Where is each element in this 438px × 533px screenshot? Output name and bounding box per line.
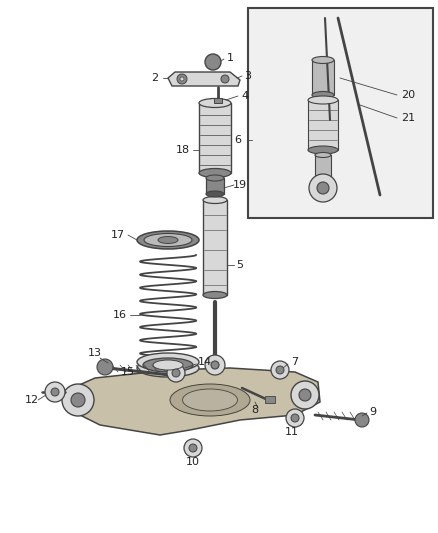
Circle shape — [71, 393, 85, 407]
Bar — [308, 100, 338, 150]
Circle shape — [184, 439, 202, 457]
Ellipse shape — [143, 358, 193, 372]
Circle shape — [205, 54, 221, 70]
Ellipse shape — [203, 197, 227, 204]
Text: 9: 9 — [369, 407, 377, 417]
Text: 10: 10 — [186, 457, 200, 467]
Circle shape — [180, 77, 184, 81]
Text: 2: 2 — [152, 73, 159, 83]
Text: 15: 15 — [121, 367, 135, 377]
Bar — [203, 200, 227, 295]
Text: 11: 11 — [285, 427, 299, 437]
Circle shape — [45, 382, 65, 402]
Text: 7: 7 — [291, 357, 299, 367]
Text: 3: 3 — [244, 71, 251, 81]
Polygon shape — [68, 368, 320, 435]
Text: 17: 17 — [111, 230, 125, 240]
Ellipse shape — [137, 353, 199, 371]
Ellipse shape — [315, 152, 331, 157]
Circle shape — [276, 366, 284, 374]
Circle shape — [62, 384, 94, 416]
Circle shape — [317, 182, 329, 194]
Circle shape — [221, 75, 229, 83]
Circle shape — [291, 414, 299, 422]
Text: 16: 16 — [113, 310, 127, 320]
Circle shape — [286, 409, 304, 427]
Circle shape — [205, 355, 225, 375]
Text: 18: 18 — [176, 145, 190, 155]
Ellipse shape — [153, 360, 183, 370]
Circle shape — [355, 413, 369, 427]
Text: 1: 1 — [226, 53, 233, 63]
Ellipse shape — [206, 175, 224, 181]
Bar — [315, 155, 331, 177]
Text: 19: 19 — [233, 180, 247, 190]
Ellipse shape — [308, 146, 338, 154]
Bar — [265, 396, 275, 403]
Polygon shape — [168, 72, 240, 86]
Bar — [248, 8, 433, 218]
Ellipse shape — [144, 233, 192, 246]
Text: 4: 4 — [241, 91, 248, 101]
Text: 8: 8 — [251, 405, 258, 415]
Ellipse shape — [183, 389, 237, 411]
Text: 13: 13 — [88, 348, 102, 358]
Circle shape — [299, 389, 311, 401]
Bar — [214, 98, 222, 103]
Text: 20: 20 — [401, 90, 415, 100]
Bar — [206, 178, 224, 194]
Text: 21: 21 — [401, 113, 415, 123]
Circle shape — [291, 381, 319, 409]
Ellipse shape — [170, 384, 250, 416]
Circle shape — [271, 361, 289, 379]
Text: 6: 6 — [234, 135, 241, 145]
Circle shape — [97, 359, 113, 375]
Text: 14: 14 — [198, 357, 212, 367]
Circle shape — [167, 364, 185, 382]
Ellipse shape — [312, 92, 334, 99]
Ellipse shape — [312, 56, 334, 63]
Text: 12: 12 — [25, 395, 39, 405]
Ellipse shape — [206, 191, 224, 197]
Ellipse shape — [199, 99, 231, 108]
Bar — [312, 60, 334, 95]
Circle shape — [172, 369, 180, 377]
Circle shape — [211, 361, 219, 369]
Circle shape — [189, 444, 197, 452]
Circle shape — [309, 174, 337, 202]
Ellipse shape — [137, 359, 199, 377]
Bar — [199, 103, 231, 173]
Ellipse shape — [158, 237, 178, 244]
Ellipse shape — [308, 96, 338, 104]
Circle shape — [177, 74, 187, 84]
Circle shape — [51, 388, 59, 396]
Ellipse shape — [137, 231, 199, 249]
Ellipse shape — [203, 292, 227, 298]
Text: 5: 5 — [237, 260, 244, 270]
Ellipse shape — [199, 168, 231, 177]
